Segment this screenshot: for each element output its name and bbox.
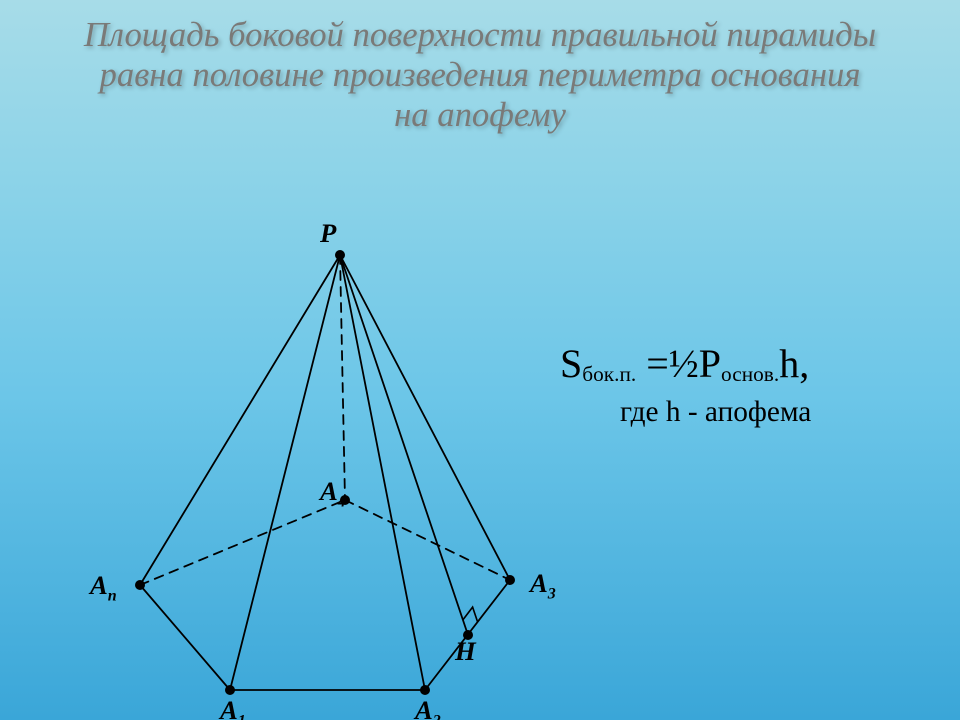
slide-title-line-1: Площадь боковой поверхности правильной п… (0, 16, 960, 55)
point-label-main-An: A (90, 570, 108, 600)
formula-part-1: бок.п. (582, 362, 636, 386)
formula-part-3: основ. (721, 362, 779, 386)
text-overlay: Площадь боковой поверхности правильной п… (0, 0, 960, 720)
point-label-sub-A1: 1 (238, 712, 246, 720)
point-label-A2: A2 (415, 695, 441, 720)
point-label-sub-A2: 2 (433, 712, 441, 720)
point-label-main-H: H (455, 636, 476, 666)
point-label-H: H (455, 636, 476, 667)
formula-part-0: S (560, 341, 582, 386)
point-label-A4: A4 (320, 476, 346, 511)
point-label-sub-An: n (108, 587, 117, 604)
slide-title-line-2: равна половине произведения периметра ос… (0, 56, 960, 95)
formula-main: Sбок.п. =½Pоснов.h, (560, 340, 809, 387)
point-label-A3: A3 (530, 568, 556, 603)
slide-title-line-3: на апофему (0, 96, 960, 135)
slide-stage: Площадь боковой поверхности правильной п… (0, 0, 960, 720)
point-label-main-A3: A (530, 568, 548, 598)
point-label-main-A4: A (320, 476, 338, 506)
point-label-main-P: P (320, 218, 336, 248)
point-label-A1: A1 (220, 695, 246, 720)
point-label-An: An (90, 570, 117, 605)
point-label-main-A1: A (220, 695, 238, 720)
formula-part-4: h, (779, 341, 809, 386)
point-label-P: P (320, 218, 336, 249)
point-label-sub-A4: 4 (338, 493, 346, 510)
point-label-sub-A3: 3 (548, 585, 556, 602)
formula-part-2: =½P (636, 341, 721, 386)
point-label-main-A2: A (415, 695, 433, 720)
formula-sub: где h - апофема (620, 396, 811, 429)
